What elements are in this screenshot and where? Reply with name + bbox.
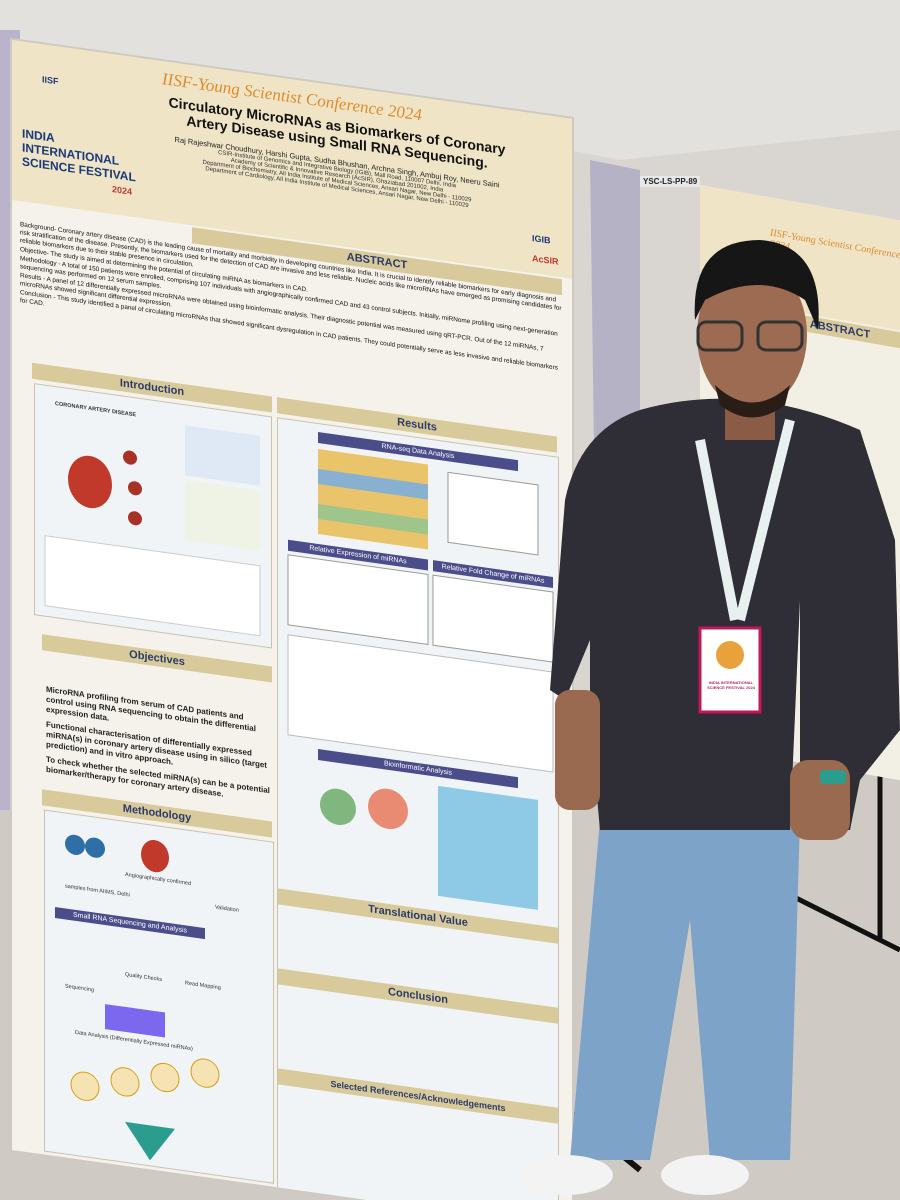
heart-icon — [68, 455, 112, 509]
beard — [715, 385, 790, 418]
sankey-plot — [438, 785, 538, 910]
badge-logo — [716, 641, 744, 669]
heatmap-row — [318, 504, 428, 535]
venn-diagram — [368, 788, 408, 830]
data-figure — [105, 1004, 165, 1038]
intro-panel: CORONARY ARTERY DISEASE — [34, 383, 272, 649]
expression-plot — [287, 554, 429, 646]
shoe — [517, 1155, 613, 1195]
artery-icon — [123, 450, 137, 465]
fold-change-plot — [432, 574, 554, 663]
step-circle — [110, 1067, 140, 1097]
funnel — [125, 1121, 175, 1161]
badge-text: INDIA INTERNATIONAL SCIENCE FESTIVAL 202… — [707, 680, 755, 690]
ceiling — [0, 0, 900, 160]
methodology-panel: Angiographically confirmed samples from … — [44, 809, 274, 1184]
step-circle — [70, 1071, 100, 1101]
venn-diagram — [320, 788, 356, 825]
artery-icon — [128, 511, 142, 526]
artery-icon — [128, 481, 142, 496]
glasses — [756, 320, 804, 352]
icons-row — [44, 535, 261, 637]
id-badge — [698, 626, 762, 714]
methodology-figure — [65, 834, 220, 1161]
plaid-shirt — [550, 398, 900, 830]
results-figures — [287, 449, 554, 910]
heart-icon — [141, 839, 169, 873]
workflow-figure — [447, 471, 539, 556]
jeans — [570, 820, 800, 1160]
intro-figure — [44, 425, 261, 637]
people-icon — [85, 837, 105, 858]
lanyard — [695, 418, 795, 622]
watch — [820, 770, 846, 784]
step-circle — [150, 1062, 180, 1093]
poster: INDIA INTERNATIONAL SCIENCE FESTIVAL 202… — [12, 40, 572, 1200]
people-icon — [65, 834, 85, 855]
glasses — [696, 320, 744, 352]
bar-figure — [185, 425, 260, 486]
figure — [185, 480, 260, 551]
face — [697, 260, 807, 410]
stand-base — [788, 892, 900, 953]
results-panel: RNA-seq Data Analysis Relative Expressio… — [277, 417, 559, 1200]
shoe — [661, 1155, 749, 1195]
roc-curves — [287, 634, 554, 773]
poster-code: YSC-LS-PP-89 — [640, 176, 701, 187]
step-circle — [190, 1058, 220, 1088]
heatmap-row — [318, 469, 428, 500]
arm — [555, 690, 600, 810]
hair — [694, 240, 819, 330]
